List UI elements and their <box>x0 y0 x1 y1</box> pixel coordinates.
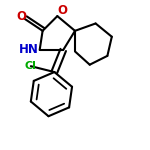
Text: HN: HN <box>19 44 39 56</box>
Text: O: O <box>16 10 26 23</box>
Text: Cl: Cl <box>25 61 37 71</box>
Text: O: O <box>57 4 68 17</box>
